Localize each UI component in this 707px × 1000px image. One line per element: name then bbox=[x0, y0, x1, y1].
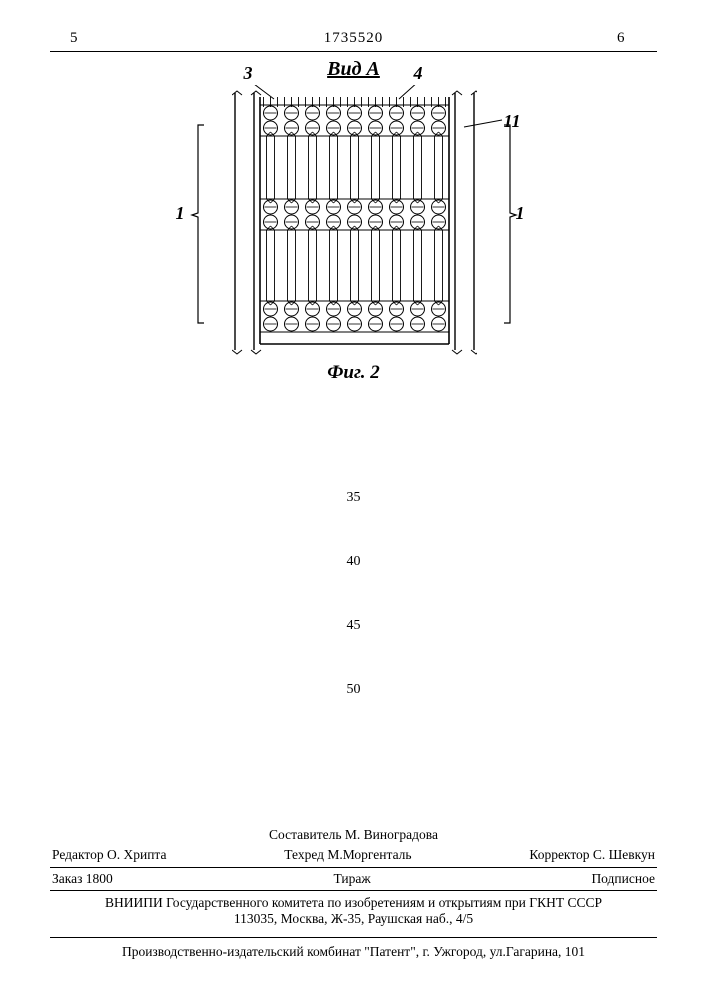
line-number: 40 bbox=[347, 554, 361, 570]
tirazh: Тираж bbox=[334, 871, 371, 887]
figure-diagram bbox=[232, 89, 477, 357]
figure-caption: Фиг. 2 bbox=[50, 362, 657, 384]
callout-3: 3 bbox=[244, 63, 253, 84]
order-number: Заказ 1800 bbox=[52, 871, 113, 887]
printer-line: Производственно-издательский комбинат "П… bbox=[50, 937, 657, 960]
view-title-text: Вид А bbox=[327, 58, 380, 80]
patent-number: 1735520 bbox=[90, 30, 617, 47]
callout-4: 4 bbox=[414, 63, 423, 84]
figure-container: 3 4 11 1 1 bbox=[164, 85, 544, 358]
line-number: 35 bbox=[347, 490, 361, 506]
page-number-right: 6 bbox=[617, 30, 637, 47]
techred-line: Техред М.Моргенталь bbox=[284, 847, 411, 863]
org-line-2: 113035, Москва, Ж-35, Раушская наб., 4/5 bbox=[50, 911, 657, 927]
column-line-numbers: 35 40 45 50 bbox=[347, 490, 361, 746]
subscription: Подписное bbox=[591, 871, 655, 887]
line-number: 50 bbox=[347, 682, 361, 698]
corrector-line: Корректор С. Шевкун bbox=[529, 847, 655, 863]
patent-page: 5 1735520 6 Вид А 3 4 11 1 1 Фиг. 2 35 4… bbox=[0, 0, 707, 1000]
imprint-block: Составитель М. Виноградова Редактор О. Х… bbox=[50, 827, 657, 960]
compiler-line: Составитель М. Виноградова bbox=[50, 827, 657, 843]
org-line-1: ВНИИПИ Государственного комитета по изоб… bbox=[50, 895, 657, 911]
line-number: 45 bbox=[347, 618, 361, 634]
page-header: 5 1735520 6 bbox=[70, 30, 637, 47]
page-number-left: 5 bbox=[70, 30, 90, 47]
view-title: Вид А bbox=[50, 58, 657, 81]
header-rule bbox=[50, 51, 657, 52]
editor-line: Редактор О. Хрипта bbox=[52, 847, 167, 863]
